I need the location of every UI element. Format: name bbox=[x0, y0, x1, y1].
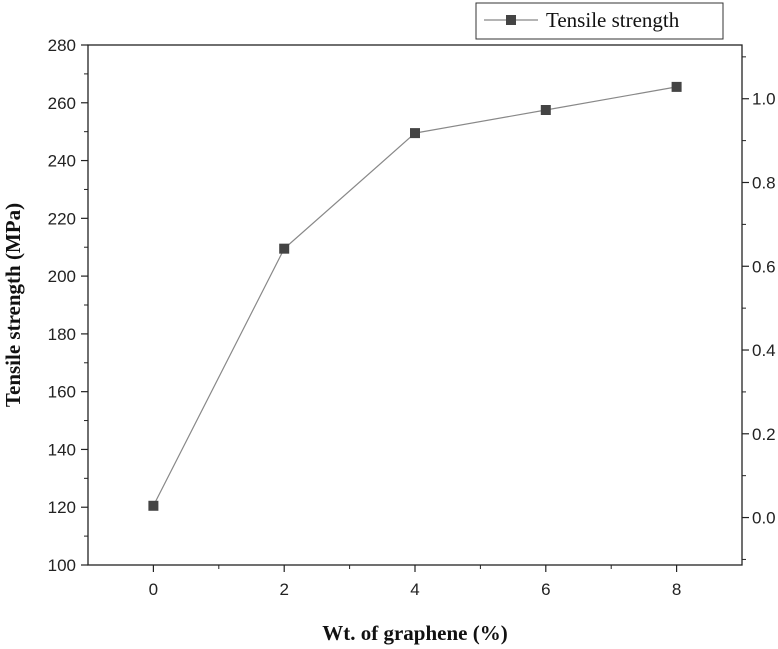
legend: Tensile strength bbox=[475, 2, 724, 40]
y2-tick-label: 0.8 bbox=[752, 173, 776, 192]
y-tick-label: 240 bbox=[48, 152, 76, 171]
x-tick-label: 4 bbox=[410, 580, 419, 599]
y-axis-left: 100 120 140 160 180 200 220 240 260 280 bbox=[48, 36, 88, 575]
y-tick-label: 280 bbox=[48, 36, 76, 55]
y-axis-right: 0.0 0.2 0.4 0.6 0.8 1.0 bbox=[742, 56, 776, 560]
data-point bbox=[410, 128, 420, 139]
y2-tick-label: 0.4 bbox=[752, 341, 776, 360]
series-line bbox=[152, 86, 677, 507]
x-tick-label: 8 bbox=[672, 580, 681, 599]
legend-box bbox=[475, 2, 724, 40]
x-tick-label: 2 bbox=[279, 580, 288, 599]
y2-tick-label: 0.2 bbox=[752, 425, 776, 444]
x-axis: 0 2 4 6 8 bbox=[149, 565, 681, 599]
series-markers bbox=[148, 81, 682, 511]
data-point bbox=[671, 81, 682, 92]
x-tick-label: 6 bbox=[541, 580, 550, 599]
y-tick-label: 180 bbox=[48, 325, 76, 344]
y-tick-label: 160 bbox=[48, 383, 76, 402]
y-tick-label: 120 bbox=[48, 498, 76, 517]
plot-frame bbox=[87, 44, 743, 566]
y-tick-label: 260 bbox=[48, 94, 76, 113]
y2-tick-label: 0.6 bbox=[752, 257, 776, 276]
y2-tick-label: 0.0 bbox=[752, 509, 776, 528]
y-tick-label: 200 bbox=[48, 267, 76, 286]
y-tick-label: 100 bbox=[48, 556, 76, 575]
legend-label: Tensile strength bbox=[546, 8, 680, 32]
y2-tick-label: 1.0 bbox=[752, 90, 776, 109]
y-axis-title: Tensile strength (MPa) bbox=[1, 203, 25, 407]
data-point bbox=[279, 243, 290, 254]
x-tick-label: 0 bbox=[149, 580, 158, 599]
y-tick-label: 220 bbox=[48, 209, 76, 228]
legend-marker bbox=[506, 15, 516, 25]
x-axis-title: Wt. of graphene (%) bbox=[322, 621, 507, 645]
data-point bbox=[540, 105, 551, 115]
y-tick-label: 140 bbox=[48, 440, 76, 459]
data-point bbox=[148, 500, 159, 511]
